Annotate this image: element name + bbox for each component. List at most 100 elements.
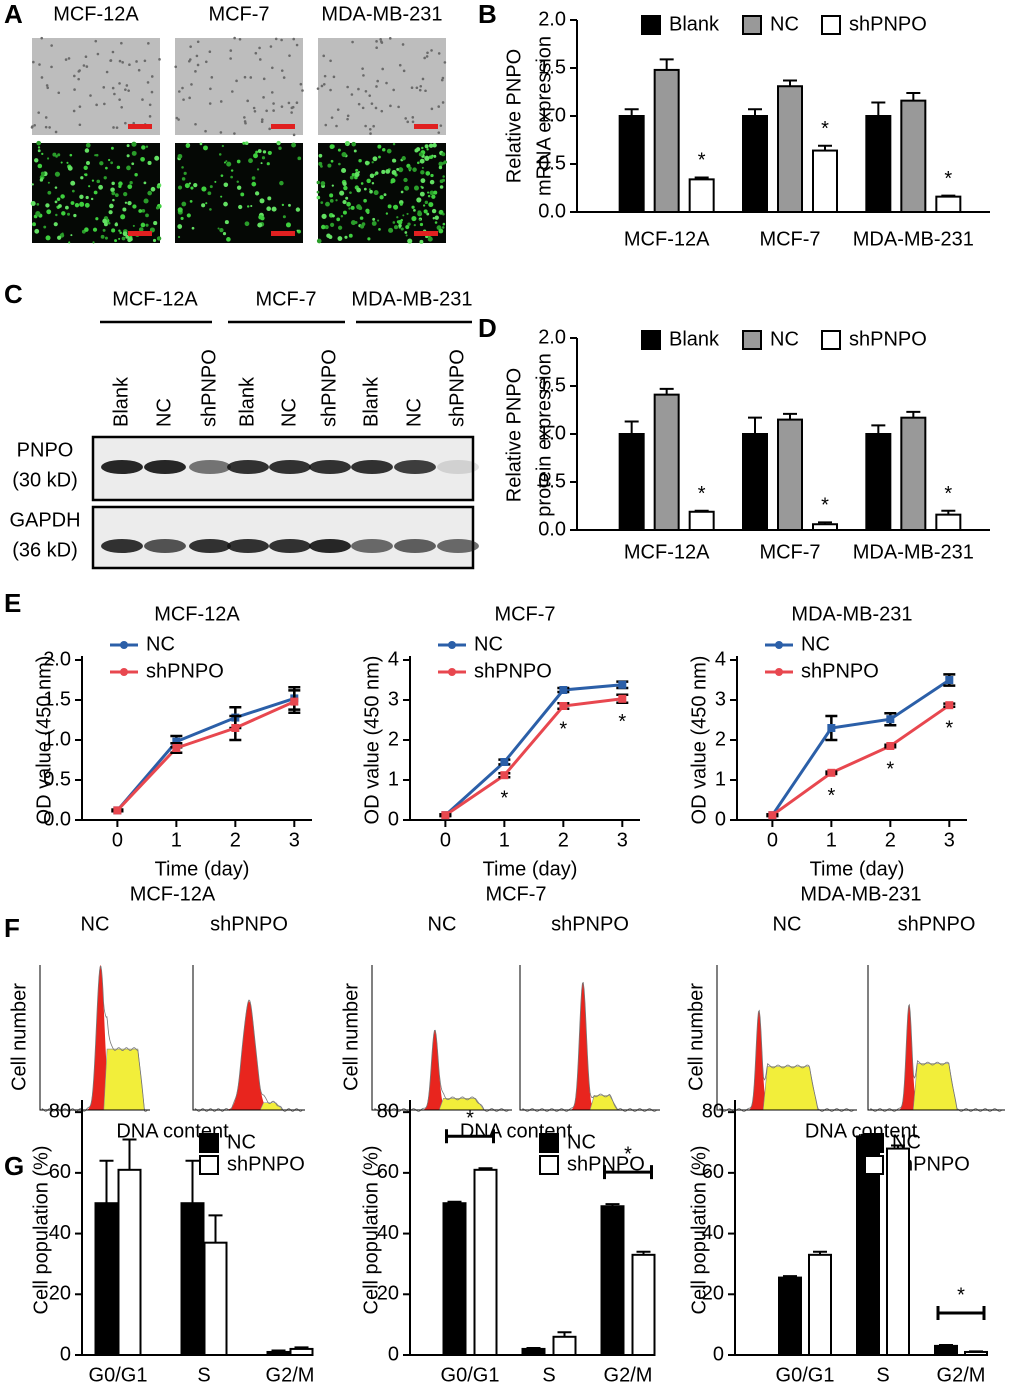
gfp-cell (114, 193, 119, 198)
scale-bar (271, 124, 295, 129)
x-tick-label: S (876, 1364, 889, 1386)
cell (77, 77, 80, 81)
cell (282, 76, 286, 79)
gfp-cell (267, 196, 272, 201)
cell (280, 69, 284, 72)
cell (415, 86, 419, 90)
bar (808, 1253, 832, 1356)
cell (118, 59, 122, 63)
cell (175, 116, 179, 120)
y-tick-label: 60 (377, 1161, 399, 1183)
gfp-cell (432, 143, 437, 148)
gfp-cell (256, 168, 260, 171)
gfp-cell (405, 224, 410, 230)
gfp-cell (327, 163, 332, 168)
gfp-cell (122, 207, 127, 212)
bar (94, 1202, 119, 1356)
gfp-cell (93, 190, 98, 195)
cell (430, 49, 433, 52)
gfp-cell (420, 178, 426, 184)
bar (778, 1276, 802, 1356)
gfp-cell (131, 150, 137, 156)
gfp-cell (150, 186, 156, 192)
chart-title: MDA-MB-231 (791, 603, 912, 625)
cell (262, 96, 265, 99)
gfp-cell (369, 189, 373, 194)
gfp-cell (364, 160, 370, 165)
cell (150, 90, 154, 94)
gfp-cell (47, 181, 50, 184)
gfp-cell (240, 192, 245, 197)
cell (40, 76, 44, 79)
gfp-cell (373, 190, 379, 196)
gfp-cell (88, 185, 91, 188)
cell (389, 104, 392, 108)
cell (118, 98, 121, 101)
cell (229, 49, 233, 52)
significance-mark: * (945, 717, 953, 739)
gfp-cell (441, 152, 446, 157)
gfp-cell (424, 155, 430, 161)
significance-mark: * (624, 1143, 632, 1165)
gfp-cell (354, 171, 360, 177)
y-axis-label: Cell number (685, 983, 707, 1091)
gfp-cell (423, 209, 428, 214)
gfp-cell (131, 162, 135, 166)
bar (473, 1168, 498, 1356)
cell (316, 87, 320, 90)
cell (238, 37, 242, 41)
gfp-cell (184, 183, 190, 189)
cell (260, 120, 264, 123)
cell (120, 41, 123, 45)
gfp-cell (236, 185, 242, 190)
cell (441, 76, 445, 80)
condition-label: shPNPO (551, 913, 629, 935)
cell (357, 87, 360, 91)
cell (210, 76, 214, 79)
cell (96, 52, 100, 56)
bar (289, 1347, 314, 1357)
blot-band (309, 539, 351, 553)
legend-swatch (539, 1133, 559, 1153)
cell (440, 78, 444, 82)
cell (324, 123, 328, 127)
cell (77, 70, 81, 73)
cell (322, 83, 326, 86)
axes (81, 1100, 312, 1356)
x-tick-label: MCF-7 (759, 541, 820, 563)
point (945, 676, 954, 684)
cell (148, 103, 152, 107)
legend-label: shPNPO (892, 1153, 970, 1175)
gfp-cell (79, 201, 85, 207)
cell (252, 106, 256, 110)
gfp-cell (399, 202, 403, 206)
gfp-cell (36, 140, 42, 146)
gfp-cell (421, 166, 424, 169)
cell (280, 38, 283, 42)
gfp-cell (413, 208, 416, 212)
error-bar (624, 420, 639, 434)
gfp-cell (278, 146, 282, 150)
gfp-cell (372, 156, 378, 162)
cell (411, 116, 415, 119)
gfp-cell (95, 153, 99, 157)
gfp-cell (371, 221, 377, 226)
bar (856, 1135, 880, 1357)
gfp-cell (442, 175, 445, 178)
gfp-cell (316, 195, 321, 200)
cell (128, 63, 131, 67)
gfp-cell (47, 190, 52, 195)
y-tick-label: 0.0 (538, 200, 566, 222)
histogram-axes (519, 965, 660, 1111)
x-tick-label: 3 (944, 829, 955, 851)
gfp-cell (177, 153, 183, 159)
cell (443, 61, 447, 64)
gfp-cell (224, 220, 229, 225)
gfp-cell (147, 190, 153, 196)
gfp-cell (71, 189, 75, 193)
gfp-cell (400, 218, 403, 222)
gfp-cell (203, 145, 208, 151)
gfp-cell (223, 182, 229, 188)
significance-mark: * (821, 118, 829, 140)
cell (258, 58, 262, 61)
